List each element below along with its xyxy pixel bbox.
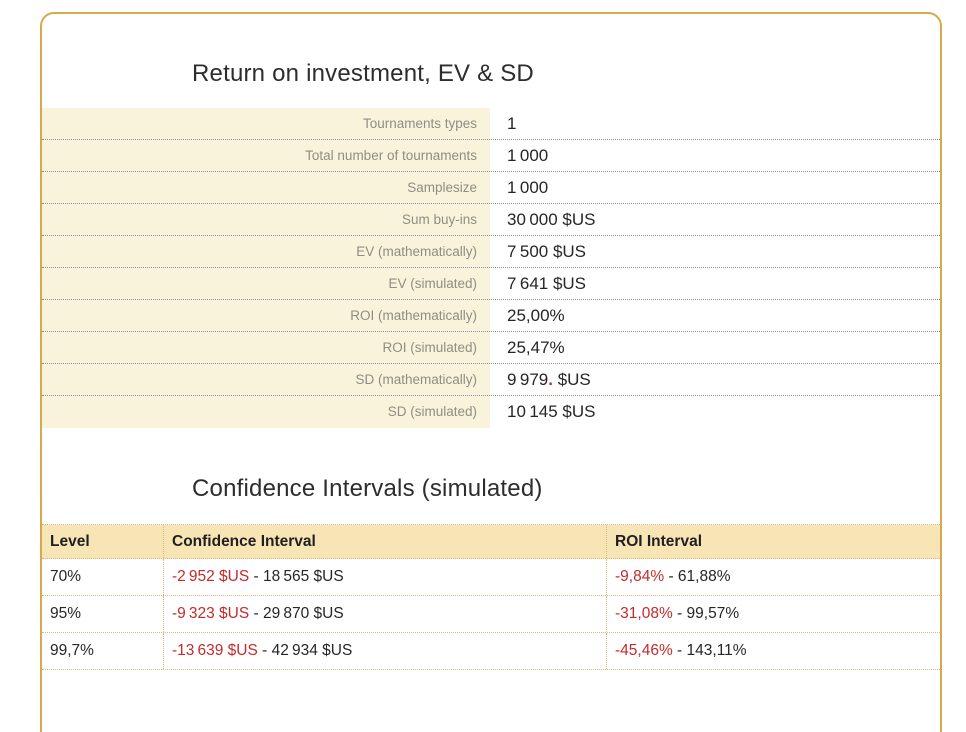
column-header-level: Level <box>50 533 90 550</box>
table-row: 70% -2 952 $US - 18 565 $US -9,84% - 61,… <box>42 559 940 596</box>
stats-value: 7 500 $US <box>490 236 940 267</box>
stats-value: 7 641 $US <box>490 268 940 299</box>
roi-interval-cell: -45,46% - 143,11% <box>606 633 940 669</box>
stats-value: 1 <box>490 108 940 139</box>
stats-value-text: 1 <box>507 114 517 133</box>
stats-value: 1 000 <box>490 140 940 171</box>
interval-separator: - <box>677 642 683 659</box>
column-header-roi-interval: ROI Interval <box>606 525 940 558</box>
column-header-confidence-interval: Confidence Interval <box>163 525 606 558</box>
stats-value-text: 9 979 <box>507 370 549 389</box>
table-row: EV (simulated) 7 641 $US <box>42 268 940 300</box>
stats-label: SD (simulated) <box>42 396 490 428</box>
confidence-section-title: Confidence Intervals (simulated) <box>192 475 543 502</box>
stats-value: 25,47% <box>490 332 940 363</box>
interval-low: -2 952 $US <box>172 568 250 585</box>
interval-high: 99,57% <box>686 605 740 622</box>
table-row: ROI (simulated) 25,47% <box>42 332 940 364</box>
table-row: EV (mathematically) 7 500 $US <box>42 236 940 268</box>
stats-value: 9 979. $US <box>490 364 940 395</box>
table-row: Samplesize 1 000 <box>42 172 940 204</box>
stats-value-text: 10 145 $US <box>507 402 596 421</box>
interval-high: 29 870 $US <box>263 605 344 622</box>
table-row: SD (simulated) 10 145 $US <box>42 396 940 428</box>
interval-high: 18 565 $US <box>263 568 344 585</box>
roi-interval-cell: -31,08% - 99,57% <box>606 596 940 632</box>
confidence-interval-cell: -13 639 $US - 42 934 $US <box>163 633 606 669</box>
interval-separator: - <box>677 605 683 622</box>
stats-label: Samplesize <box>42 172 490 203</box>
level-cell: 99,7% <box>50 642 94 659</box>
table-row: Sum buy-ins 30 000 $US <box>42 204 940 236</box>
stats-label: Sum buy-ins <box>42 204 490 235</box>
stats-value-text: 7 500 $US <box>507 242 587 261</box>
interval-separator: - <box>253 568 259 585</box>
stats-value: 10 145 $US <box>490 396 940 428</box>
stats-value-text: 25,00% <box>507 306 565 325</box>
stats-value: 30 000 $US <box>490 204 940 235</box>
confidence-interval-cell: -2 952 $US - 18 565 $US <box>163 559 606 595</box>
interval-separator: - <box>253 605 259 622</box>
stats-value-suffix: $US <box>557 370 591 389</box>
level-cell: 70% <box>50 568 82 585</box>
roi-interval-cell: -9,84% - 61,88% <box>606 559 940 595</box>
confidence-interval-cell: -9 323 $US - 29 870 $US <box>163 596 606 632</box>
stats-label: Total number of tournaments <box>42 140 490 171</box>
stats-table: Tournaments types 1 Total number of tour… <box>42 108 940 428</box>
stats-value-text: 30 000 $US <box>507 210 596 229</box>
interval-high: 61,88% <box>677 568 731 585</box>
results-panel: Return on investment, EV & SD Tournament… <box>40 12 942 732</box>
red-decimal-dot: . <box>548 370 553 389</box>
stats-value-text: 7 641 $US <box>507 274 587 293</box>
interval-low: -13 639 $US <box>172 642 258 659</box>
interval-low: -45,46% <box>615 642 673 659</box>
interval-separator: - <box>668 568 674 585</box>
table-row: 99,7% -13 639 $US - 42 934 $US -45,46% -… <box>42 633 940 670</box>
stats-value-text: 1 000 <box>507 178 549 197</box>
table-row: Total number of tournaments 1 000 <box>42 140 940 172</box>
stats-value-text: 1 000 <box>507 146 549 165</box>
table-row: Tournaments types 1 <box>42 108 940 140</box>
table-row: ROI (mathematically) 25,00% <box>42 300 940 332</box>
stats-label: EV (simulated) <box>42 268 490 299</box>
stats-label: ROI (simulated) <box>42 332 490 363</box>
level-cell: 95% <box>50 605 82 622</box>
roi-section-title: Return on investment, EV & SD <box>192 60 534 87</box>
interval-low: -31,08% <box>615 605 673 622</box>
table-row: 95% -9 323 $US - 29 870 $US -31,08% - 99… <box>42 596 940 633</box>
table-row: SD (mathematically) 9 979. $US <box>42 364 940 396</box>
stats-value: 25,00% <box>490 300 940 331</box>
interval-low: -9,84% <box>615 568 665 585</box>
stats-value: 1 000 <box>490 172 940 203</box>
interval-separator: - <box>262 642 268 659</box>
stats-label: SD (mathematically) <box>42 364 490 395</box>
interval-low: -9 323 $US <box>172 605 250 622</box>
stats-value-text: 25,47% <box>507 338 565 357</box>
interval-high: 42 934 $US <box>271 642 353 659</box>
stats-label: EV (mathematically) <box>42 236 490 267</box>
interval-high: 143,11% <box>686 642 747 659</box>
stats-label: Tournaments types <box>42 108 490 139</box>
confidence-table-header: Level Confidence Interval ROI Interval <box>42 525 940 559</box>
confidence-intervals-table: Level Confidence Interval ROI Interval 7… <box>42 524 940 670</box>
stats-label: ROI (mathematically) <box>42 300 490 331</box>
